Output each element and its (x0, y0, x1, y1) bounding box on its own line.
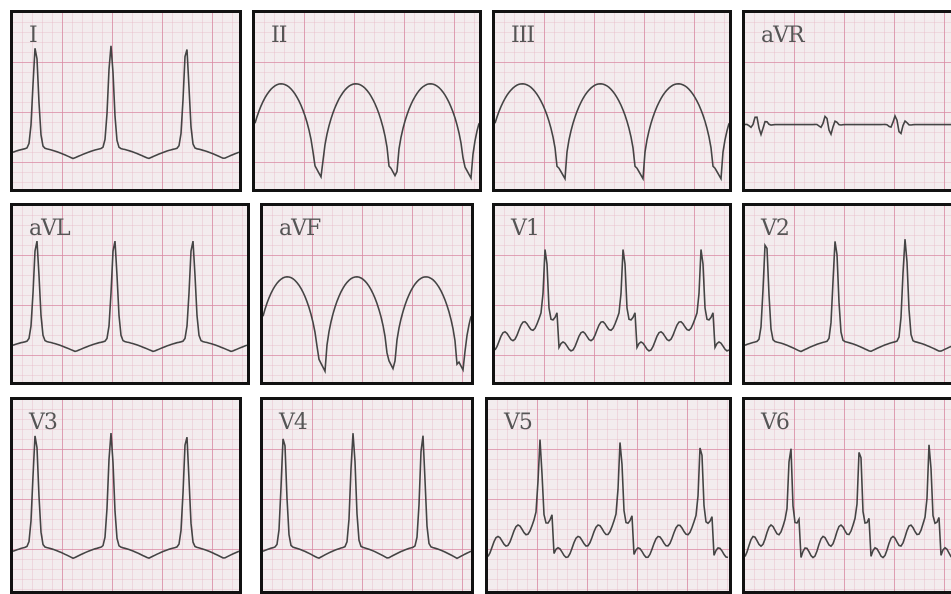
lead-panel: V1 (492, 203, 732, 385)
lead-panel: V4 (260, 397, 474, 594)
lead-label: V1 (511, 216, 539, 241)
lead-panel: aVF (260, 203, 474, 385)
lead-panel: I (10, 10, 242, 192)
ecg-collage: I II III aVR aVL aVF V1 V2 V3 V4 V5 V6 (… (0, 0, 951, 594)
lead-panel: III (492, 10, 732, 192)
lead-label: aVL (29, 216, 70, 241)
grid-paper (13, 13, 239, 189)
lead-label: III (511, 23, 534, 48)
lead-panel: aVR (742, 10, 951, 192)
lead-panel: II (252, 10, 482, 192)
lead-panel: V3 (10, 397, 242, 594)
lead-panel: V6 (742, 397, 951, 594)
grid-paper (255, 13, 479, 189)
ecg-strip (13, 13, 239, 189)
lead-label: aVF (279, 216, 320, 241)
lead-panel: V2 (742, 203, 951, 385)
lead-label: aVR (761, 23, 804, 48)
lead-panel: aVL (10, 203, 250, 385)
lead-label: V5 (504, 410, 532, 435)
lead-label: V2 (761, 216, 789, 241)
lead-label: V4 (279, 410, 307, 435)
lead-panel: V5 (485, 397, 732, 594)
lead-label: V6 (761, 410, 789, 435)
ecg-strip (255, 13, 479, 189)
lead-label: I (29, 23, 37, 48)
lead-label: II (271, 23, 286, 48)
lead-label: V3 (29, 410, 57, 435)
